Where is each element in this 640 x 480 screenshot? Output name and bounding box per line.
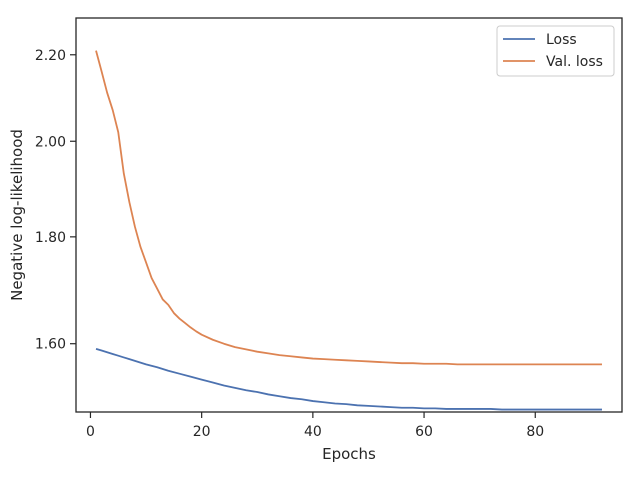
legend-label-val-loss: Val. loss xyxy=(546,54,603,70)
tick-layer: 0 20 40 60 80 1.60 1.80 2.00 2.20 xyxy=(35,48,544,440)
x-axis-label: Epochs xyxy=(322,445,376,463)
series-line-val-loss xyxy=(95,50,602,366)
y-tick-label: 1.80 xyxy=(35,230,66,246)
y-axis-label: Negative log-likelihood xyxy=(8,129,26,301)
series-layer xyxy=(95,50,602,411)
y-tick-label: 2.20 xyxy=(35,48,66,64)
plot-frame xyxy=(75,17,623,413)
y-tick-label: 1.60 xyxy=(35,337,66,353)
x-tick-label: 60 xyxy=(415,424,433,440)
x-tick-label: 20 xyxy=(193,424,211,440)
plot-area xyxy=(76,18,622,412)
legend-label-loss: Loss xyxy=(546,32,577,48)
x-tick-label: 80 xyxy=(526,424,544,440)
legend: Loss Val. loss xyxy=(496,25,615,77)
series-line-loss xyxy=(95,347,602,411)
y-tick-label: 2.00 xyxy=(35,134,66,150)
x-tick-label: 40 xyxy=(304,424,322,440)
x-tick-label: 0 xyxy=(86,424,95,440)
